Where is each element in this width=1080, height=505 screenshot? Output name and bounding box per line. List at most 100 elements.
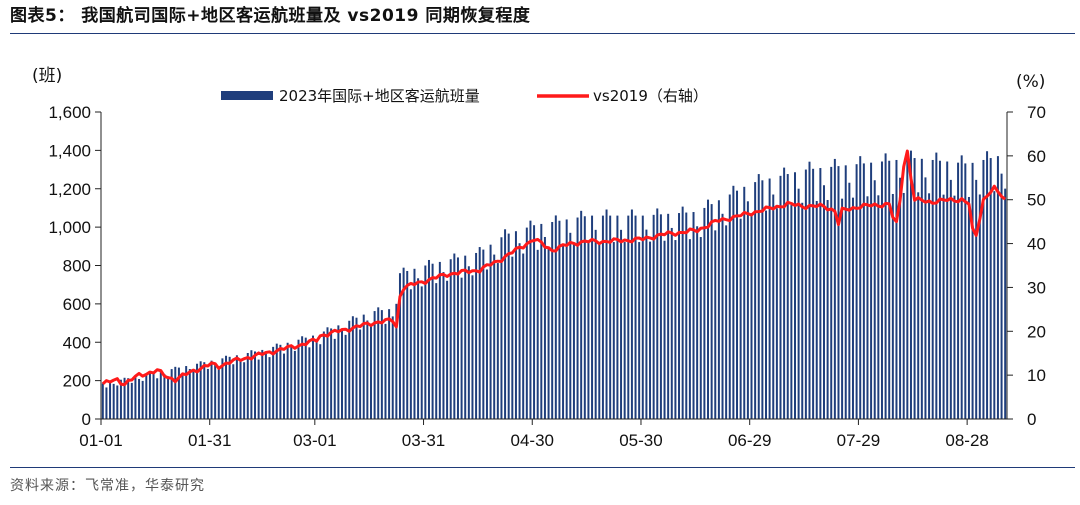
bar bbox=[656, 208, 659, 419]
y-left-tick-label: 800 bbox=[63, 257, 91, 276]
bar bbox=[989, 158, 992, 420]
bar bbox=[812, 168, 815, 419]
bar bbox=[601, 215, 604, 419]
bar bbox=[844, 165, 847, 419]
legend-bar-label: 2023年国际+地区客运航班量 bbox=[279, 87, 480, 105]
bar bbox=[993, 191, 996, 419]
bar bbox=[772, 194, 775, 419]
bar bbox=[525, 227, 528, 419]
bar bbox=[380, 310, 383, 419]
y-left-tick-label: 1,200 bbox=[48, 180, 91, 199]
bar bbox=[235, 355, 238, 419]
bar bbox=[978, 194, 981, 419]
bar bbox=[699, 237, 702, 419]
bar bbox=[297, 339, 300, 419]
bar bbox=[181, 373, 184, 419]
bar bbox=[917, 192, 920, 419]
bar bbox=[449, 259, 452, 419]
bar bbox=[232, 364, 235, 419]
bar bbox=[750, 213, 753, 419]
bar bbox=[366, 320, 369, 419]
bar bbox=[460, 277, 463, 419]
bar bbox=[174, 366, 177, 419]
bar bbox=[605, 209, 608, 419]
bar bbox=[196, 363, 199, 419]
bar bbox=[736, 190, 739, 419]
bar bbox=[398, 273, 401, 419]
legend-line-label: vs2019（右轴） bbox=[593, 87, 708, 105]
bar bbox=[456, 257, 459, 419]
bar bbox=[627, 215, 630, 419]
y-right-tick-label: 30 bbox=[1027, 278, 1046, 297]
y-left-tick-label: 400 bbox=[63, 333, 91, 352]
bar bbox=[971, 162, 974, 419]
bar bbox=[638, 242, 641, 419]
bar bbox=[551, 222, 554, 419]
bar bbox=[859, 156, 862, 419]
bar bbox=[779, 175, 782, 419]
bar bbox=[199, 361, 202, 419]
bar-series bbox=[101, 150, 1007, 420]
bar bbox=[420, 286, 423, 419]
bar bbox=[761, 180, 764, 419]
bar bbox=[873, 180, 876, 419]
bar bbox=[674, 240, 677, 419]
bar bbox=[384, 323, 387, 419]
bar bbox=[478, 247, 481, 419]
bar bbox=[417, 278, 420, 419]
bar bbox=[801, 202, 804, 419]
bar bbox=[1000, 173, 1003, 419]
bar bbox=[710, 204, 713, 419]
bar bbox=[591, 215, 594, 419]
bar bbox=[286, 342, 289, 419]
bar bbox=[804, 169, 807, 419]
bar bbox=[293, 350, 296, 419]
bar bbox=[996, 156, 999, 419]
bar bbox=[275, 343, 278, 419]
bar bbox=[688, 239, 691, 419]
y-right-tick-label: 70 bbox=[1027, 103, 1046, 122]
bar bbox=[558, 220, 561, 419]
bar bbox=[678, 213, 681, 419]
bar bbox=[243, 362, 246, 419]
bar bbox=[377, 307, 380, 419]
y-left-unit: (班) bbox=[32, 66, 62, 86]
bar bbox=[330, 328, 333, 419]
bar bbox=[670, 227, 673, 419]
bar bbox=[746, 201, 749, 419]
bar bbox=[768, 178, 771, 419]
bar bbox=[696, 226, 699, 419]
bar bbox=[148, 372, 151, 419]
bar bbox=[663, 240, 666, 419]
bar bbox=[485, 269, 488, 419]
y-right-tick-label: 50 bbox=[1027, 191, 1046, 210]
bar bbox=[786, 174, 789, 419]
bar bbox=[942, 194, 945, 419]
bar bbox=[612, 242, 615, 419]
bar bbox=[359, 329, 362, 419]
bar bbox=[369, 325, 372, 419]
bar bbox=[808, 161, 811, 419]
bar bbox=[438, 261, 441, 419]
bar bbox=[225, 355, 228, 419]
bar bbox=[982, 159, 985, 419]
bar bbox=[547, 248, 550, 419]
bar bbox=[815, 200, 818, 419]
bar bbox=[344, 334, 347, 419]
bar bbox=[543, 236, 546, 419]
bar bbox=[620, 229, 623, 419]
bar bbox=[833, 158, 836, 420]
bar bbox=[424, 265, 427, 419]
bar bbox=[217, 366, 220, 419]
bar bbox=[540, 223, 543, 419]
bar bbox=[576, 217, 579, 419]
bar bbox=[507, 233, 510, 419]
bar bbox=[884, 153, 887, 419]
bar bbox=[214, 364, 217, 419]
bar bbox=[116, 385, 119, 419]
bar bbox=[333, 338, 336, 419]
bar bbox=[152, 372, 155, 419]
bar bbox=[290, 347, 293, 419]
bar bbox=[953, 195, 956, 419]
bar bbox=[580, 210, 583, 419]
